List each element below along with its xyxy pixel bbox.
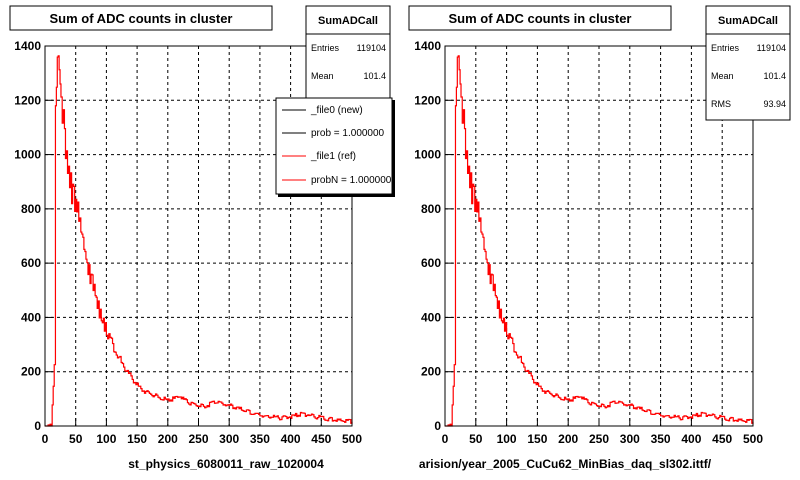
left-x-ticks: 0 50 100 150 200 250 300 350 400 450 500 — [42, 418, 362, 446]
y-tick-label: 600 — [21, 256, 41, 270]
y-tick-label: 400 — [21, 310, 41, 324]
x-tick-label: 0 — [42, 432, 49, 446]
x-tick-label: 350 — [651, 432, 671, 446]
x-tick-label: 100 — [497, 432, 517, 446]
y-tick-label: 800 — [21, 202, 41, 216]
left-stats-entries-label: Entries — [311, 43, 340, 53]
right-stats-entries-label: Entries — [711, 43, 740, 53]
legend-label-new: _file0 (new) — [310, 105, 363, 116]
y-tick-label: 1000 — [414, 148, 441, 162]
x-tick-label: 300 — [620, 432, 640, 446]
left-stats-name: SumADCall — [318, 15, 378, 27]
y-tick-label: 200 — [421, 365, 441, 379]
y-tick-label: 0 — [434, 419, 441, 433]
y-tick-label: 800 — [421, 202, 441, 216]
y-tick-label: 1000 — [14, 148, 41, 162]
y-tick-label: 200 — [21, 365, 41, 379]
right-x-ticks: 0 50 100 150 200 250 300 350 400 450 500 — [442, 418, 763, 446]
left-stats-mean-value: 101.4 — [363, 71, 386, 81]
left-stats-entries-value: 119104 — [357, 43, 386, 53]
y-tick-label: 1400 — [14, 39, 41, 53]
x-tick-label: 500 — [342, 432, 362, 446]
x-tick-label: 250 — [188, 432, 208, 446]
right-plot-panel: Sum of ADC counts in cluster 0 200 400 600 8… — [408, 5, 791, 471]
x-tick-label: 100 — [96, 432, 116, 446]
left-plot-panel: Sum of ADC counts in cluster 0 200 400 600 8… — [9, 5, 395, 471]
left-plot-title: Sum of ADC counts in cluster — [50, 11, 233, 26]
legend-label-ref: _file1 (ref) — [310, 151, 356, 162]
x-tick-label: 200 — [158, 432, 178, 446]
y-tick-label: 1400 — [414, 39, 441, 53]
x-tick-label: 50 — [69, 432, 83, 446]
right-stats-box: SumADCall Entries 119104 Mean 101.4 RMS … — [705, 5, 791, 121]
right-y-ticks: 0 200 400 600 800 1000 1200 1400 — [414, 39, 453, 433]
x-tick-label: 150 — [127, 432, 147, 446]
x-tick-label: 200 — [558, 432, 578, 446]
right-x-axis-label: arision/year_2005_CuCu62_MinBias_daq_sl3… — [419, 457, 712, 471]
right-title-box — [408, 5, 672, 31]
left-y-ticks: 0 200 400 600 800 1000 1200 1400 — [14, 39, 53, 433]
y-tick-label: 400 — [421, 310, 441, 324]
right-stats-mean-label: Mean — [711, 71, 734, 81]
y-tick-label: 1200 — [414, 93, 441, 107]
x-tick-label: 400 — [281, 432, 301, 446]
right-stats-mean-value: 101.4 — [763, 71, 786, 81]
y-tick-label: 1200 — [14, 93, 41, 107]
left-legend: _file0 (new) prob = 1.000000 _file1 (ref… — [275, 97, 395, 197]
x-tick-label: 500 — [743, 432, 763, 446]
x-tick-label: 0 — [442, 432, 449, 446]
left-title-box — [9, 5, 273, 31]
legend-label-prob: prob = 1.000000 — [311, 128, 385, 139]
left-x-axis-label: st_physics_6080011_raw_1020004 — [128, 457, 324, 471]
left-stats-mean-label: Mean — [311, 71, 334, 81]
left-series-group — [45, 55, 353, 427]
histogram-series-line — [45, 55, 353, 427]
x-tick-label: 150 — [527, 432, 547, 446]
histogram-series-line — [445, 55, 754, 427]
x-tick-label: 50 — [469, 432, 483, 446]
y-tick-label: 0 — [34, 419, 41, 433]
right-stats-rms-label: RMS — [711, 99, 731, 109]
right-series-group — [445, 55, 754, 427]
x-tick-label: 350 — [250, 432, 270, 446]
left-stats-box: SumADCall Entries 119104 Mean 101.4 — [305, 5, 391, 101]
right-stats-name: SumADCall — [718, 15, 778, 27]
right-stats-rms-value: 93.94 — [763, 99, 786, 109]
x-tick-label: 400 — [681, 432, 701, 446]
legend-label-probn: probN = 1.000000 — [311, 175, 392, 186]
right-stats-entries-value: 119104 — [757, 43, 786, 53]
y-tick-label: 600 — [421, 256, 441, 270]
x-tick-label: 300 — [219, 432, 239, 446]
x-tick-label: 450 — [311, 432, 331, 446]
right-plot-title: Sum of ADC counts in cluster — [449, 11, 632, 26]
x-tick-label: 450 — [712, 432, 732, 446]
x-tick-label: 250 — [589, 432, 609, 446]
